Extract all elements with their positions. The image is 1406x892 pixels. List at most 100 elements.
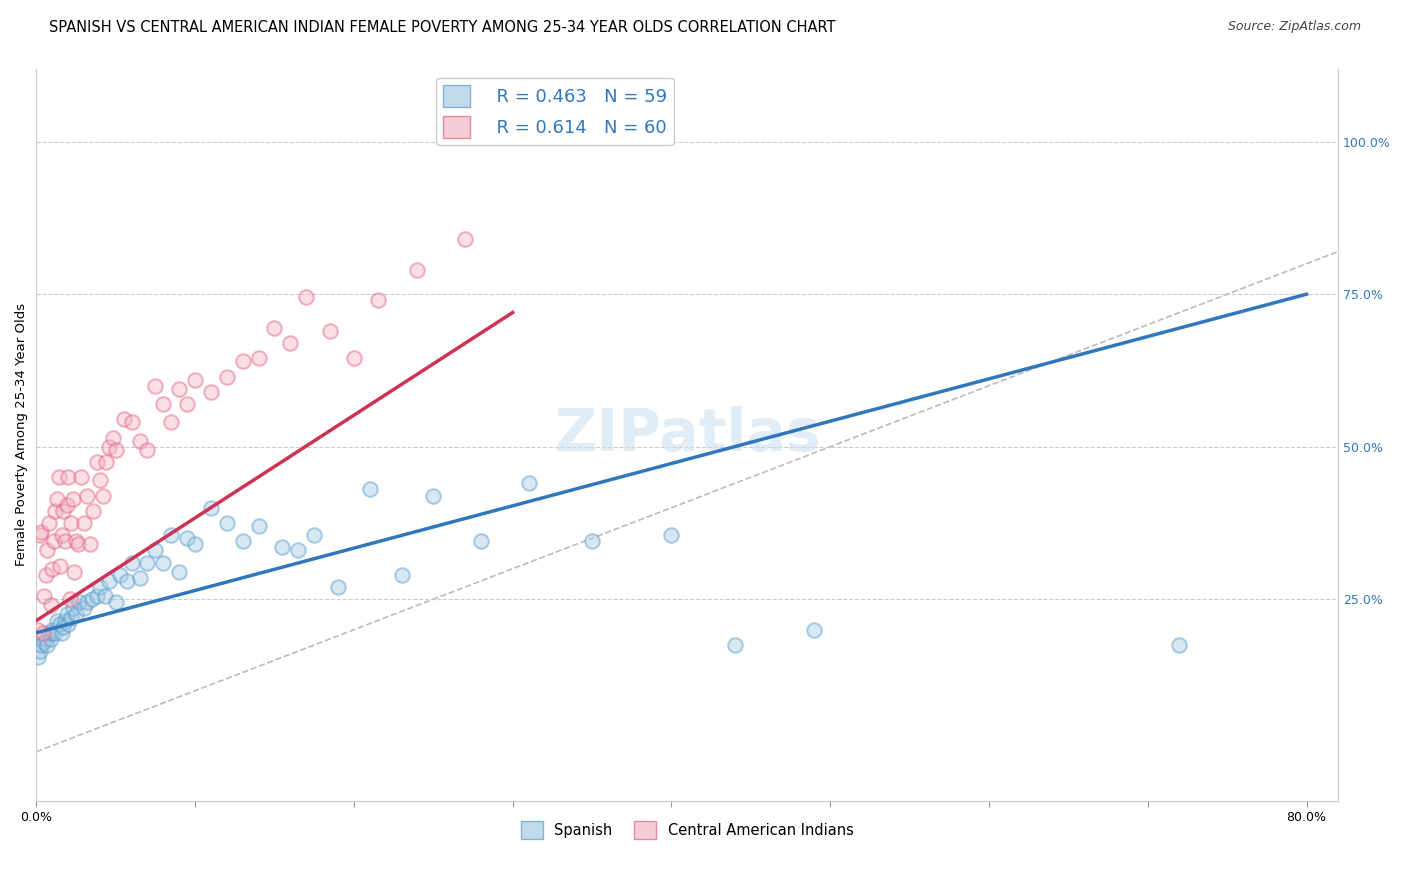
Point bbox=[46, 614, 69, 628]
Point bbox=[661, 528, 683, 542]
Point bbox=[184, 537, 207, 551]
Point bbox=[1168, 638, 1191, 652]
Point bbox=[51, 625, 73, 640]
Point bbox=[37, 543, 59, 558]
Point bbox=[35, 632, 58, 646]
Point bbox=[247, 351, 270, 366]
Point bbox=[367, 293, 389, 308]
Point bbox=[39, 632, 62, 646]
Point bbox=[91, 489, 114, 503]
Point bbox=[454, 232, 477, 246]
Point bbox=[319, 324, 342, 338]
Point bbox=[96, 455, 118, 469]
Point bbox=[49, 616, 72, 631]
Point bbox=[69, 470, 91, 484]
Point bbox=[302, 528, 325, 542]
Point bbox=[359, 483, 381, 497]
Point bbox=[49, 558, 72, 573]
Point bbox=[48, 470, 70, 484]
Text: SPANISH VS CENTRAL AMERICAN INDIAN FEMALE POVERTY AMONG 25-34 YEAR OLDS CORRELAT: SPANISH VS CENTRAL AMERICAN INDIAN FEMAL… bbox=[49, 20, 835, 35]
Point bbox=[52, 620, 75, 634]
Point bbox=[200, 500, 222, 515]
Point bbox=[86, 589, 108, 603]
Point bbox=[326, 580, 349, 594]
Point bbox=[110, 567, 132, 582]
Point bbox=[112, 412, 135, 426]
Point bbox=[32, 589, 55, 603]
Point bbox=[176, 531, 198, 545]
Point bbox=[39, 599, 62, 613]
Point bbox=[66, 537, 89, 551]
Point bbox=[65, 534, 87, 549]
Point bbox=[44, 625, 66, 640]
Point bbox=[53, 614, 76, 628]
Point bbox=[60, 610, 83, 624]
Point bbox=[82, 504, 104, 518]
Point bbox=[76, 595, 98, 609]
Point bbox=[287, 543, 309, 558]
Point bbox=[55, 607, 77, 622]
Point bbox=[27, 623, 49, 637]
Point bbox=[37, 638, 59, 652]
Point bbox=[115, 574, 138, 588]
Point bbox=[59, 592, 82, 607]
Point bbox=[38, 625, 60, 640]
Point bbox=[93, 589, 115, 603]
Text: Source: ZipAtlas.com: Source: ZipAtlas.com bbox=[1227, 20, 1361, 33]
Point bbox=[73, 516, 96, 530]
Point bbox=[76, 489, 98, 503]
Point bbox=[160, 528, 183, 542]
Point bbox=[104, 595, 127, 609]
Legend: Spanish, Central American Indians: Spanish, Central American Indians bbox=[515, 815, 859, 845]
Point bbox=[62, 601, 84, 615]
Point bbox=[136, 442, 159, 457]
Point bbox=[128, 571, 150, 585]
Point bbox=[65, 607, 87, 622]
Point bbox=[28, 644, 51, 658]
Point bbox=[215, 369, 238, 384]
Point bbox=[184, 373, 207, 387]
Point bbox=[145, 543, 167, 558]
Point bbox=[41, 623, 63, 637]
Point bbox=[86, 455, 108, 469]
Point bbox=[51, 528, 73, 542]
Point bbox=[517, 476, 540, 491]
Point bbox=[200, 384, 222, 399]
Point bbox=[52, 504, 75, 518]
Point bbox=[343, 351, 366, 366]
Point bbox=[271, 541, 294, 555]
Point bbox=[247, 519, 270, 533]
Point bbox=[27, 650, 49, 665]
Point bbox=[62, 491, 84, 506]
Point bbox=[73, 601, 96, 615]
Point bbox=[422, 489, 444, 503]
Point bbox=[32, 635, 55, 649]
Point bbox=[89, 580, 111, 594]
Point bbox=[803, 623, 825, 637]
Point bbox=[38, 516, 60, 530]
Point bbox=[152, 556, 174, 570]
Point bbox=[28, 528, 51, 542]
Point bbox=[67, 595, 90, 609]
Point bbox=[56, 470, 79, 484]
Point bbox=[104, 442, 127, 457]
Point bbox=[167, 382, 190, 396]
Point bbox=[89, 473, 111, 487]
Point bbox=[263, 320, 285, 334]
Point bbox=[280, 336, 302, 351]
Point bbox=[44, 504, 66, 518]
Point bbox=[35, 567, 58, 582]
Point bbox=[121, 556, 143, 570]
Text: ZIPatlas: ZIPatlas bbox=[554, 406, 821, 463]
Point bbox=[167, 565, 190, 579]
Point bbox=[101, 431, 124, 445]
Point bbox=[295, 290, 318, 304]
Point bbox=[55, 498, 77, 512]
Point bbox=[60, 516, 83, 530]
Point bbox=[42, 534, 65, 549]
Point bbox=[56, 616, 79, 631]
Point bbox=[128, 434, 150, 448]
Point bbox=[406, 262, 429, 277]
Point bbox=[98, 574, 121, 588]
Point bbox=[80, 592, 103, 607]
